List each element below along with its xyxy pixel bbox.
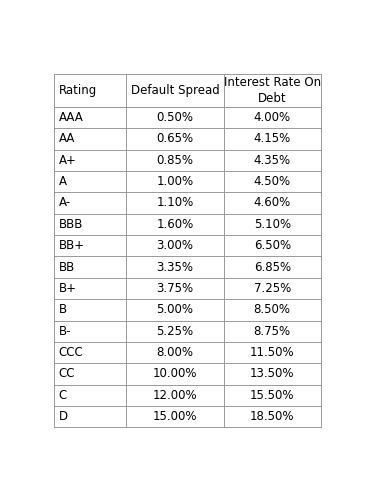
Text: BB+: BB+ <box>59 239 85 252</box>
Text: BB: BB <box>59 261 75 274</box>
Text: 11.50%: 11.50% <box>250 346 295 359</box>
Text: AA: AA <box>59 133 75 145</box>
Text: 10.00%: 10.00% <box>153 367 197 381</box>
Text: 1.60%: 1.60% <box>156 218 194 231</box>
Text: 3.00%: 3.00% <box>156 239 193 252</box>
Text: 3.75%: 3.75% <box>156 282 194 295</box>
Text: 4.50%: 4.50% <box>254 175 291 188</box>
Text: A: A <box>59 175 67 188</box>
Text: 0.85%: 0.85% <box>156 154 193 167</box>
Text: 5.00%: 5.00% <box>156 303 193 317</box>
Text: 6.85%: 6.85% <box>254 261 291 274</box>
Text: B: B <box>59 303 67 317</box>
Text: D: D <box>59 410 68 423</box>
Text: 8.75%: 8.75% <box>254 325 291 338</box>
Text: Default Spread: Default Spread <box>131 84 219 97</box>
Text: 7.25%: 7.25% <box>254 282 291 295</box>
Text: 18.50%: 18.50% <box>250 410 295 423</box>
Text: Interest Rate On
Debt: Interest Rate On Debt <box>224 76 321 105</box>
Text: C: C <box>59 389 67 402</box>
Text: 4.35%: 4.35% <box>254 154 291 167</box>
Text: 15.50%: 15.50% <box>250 389 295 402</box>
Text: 5.10%: 5.10% <box>254 218 291 231</box>
Text: 6.50%: 6.50% <box>254 239 291 252</box>
Text: 4.15%: 4.15% <box>254 133 291 145</box>
Text: 8.00%: 8.00% <box>156 346 193 359</box>
Text: 1.10%: 1.10% <box>156 197 194 210</box>
Text: 5.25%: 5.25% <box>156 325 194 338</box>
Text: CCC: CCC <box>59 346 83 359</box>
Text: Rating: Rating <box>59 84 97 97</box>
Text: 4.00%: 4.00% <box>254 111 291 124</box>
Text: 1.00%: 1.00% <box>156 175 194 188</box>
Text: A-: A- <box>59 197 71 210</box>
Text: CC: CC <box>59 367 75 381</box>
Text: B+: B+ <box>59 282 76 295</box>
Text: 4.60%: 4.60% <box>254 197 291 210</box>
Text: 3.35%: 3.35% <box>156 261 193 274</box>
Text: AAA: AAA <box>59 111 83 124</box>
Text: 13.50%: 13.50% <box>250 367 295 381</box>
Text: 0.50%: 0.50% <box>156 111 193 124</box>
Text: A+: A+ <box>59 154 76 167</box>
Text: 0.65%: 0.65% <box>156 133 194 145</box>
Text: 15.00%: 15.00% <box>153 410 197 423</box>
Text: 12.00%: 12.00% <box>153 389 197 402</box>
Text: BBB: BBB <box>59 218 83 231</box>
Text: B-: B- <box>59 325 71 338</box>
Text: 8.50%: 8.50% <box>254 303 291 317</box>
